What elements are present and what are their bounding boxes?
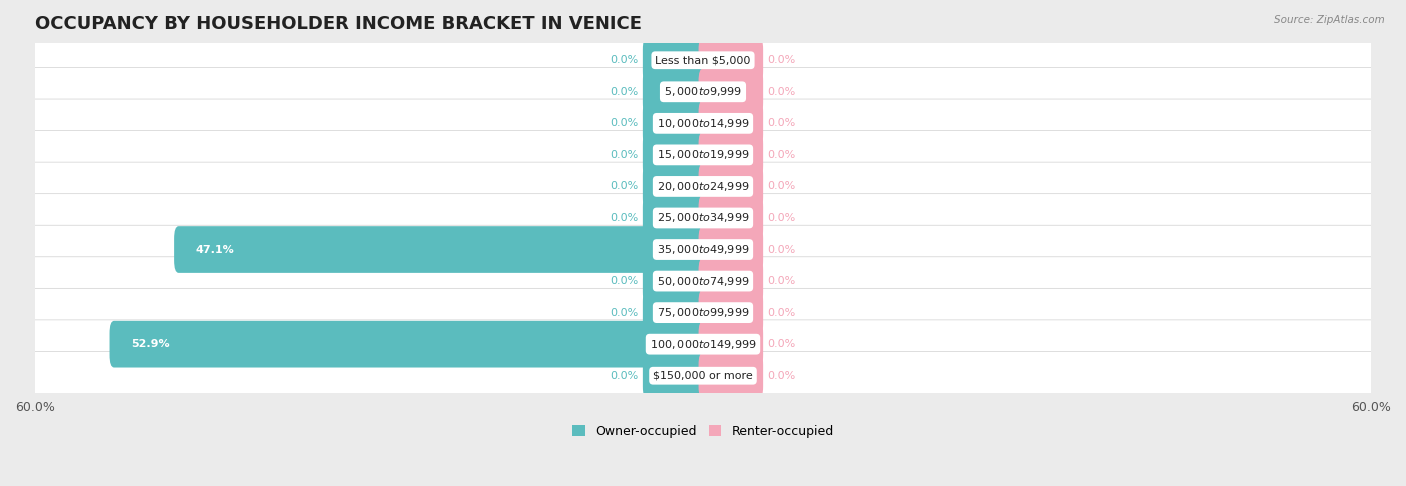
Text: Less than $5,000: Less than $5,000 [655, 55, 751, 65]
Text: 0.0%: 0.0% [610, 118, 638, 128]
FancyBboxPatch shape [643, 163, 707, 210]
Text: 0.0%: 0.0% [610, 308, 638, 318]
Text: 0.0%: 0.0% [768, 308, 796, 318]
FancyBboxPatch shape [174, 226, 707, 273]
Text: 52.9%: 52.9% [131, 339, 169, 349]
FancyBboxPatch shape [31, 351, 1375, 400]
Text: $150,000 or more: $150,000 or more [654, 371, 752, 381]
Text: 0.0%: 0.0% [768, 276, 796, 286]
Text: 0.0%: 0.0% [768, 213, 796, 223]
FancyBboxPatch shape [643, 69, 707, 115]
Text: 0.0%: 0.0% [610, 55, 638, 65]
FancyBboxPatch shape [643, 100, 707, 147]
FancyBboxPatch shape [699, 321, 763, 367]
FancyBboxPatch shape [643, 132, 707, 178]
FancyBboxPatch shape [643, 258, 707, 304]
FancyBboxPatch shape [643, 352, 707, 399]
FancyBboxPatch shape [110, 321, 707, 367]
Text: 47.1%: 47.1% [195, 244, 233, 255]
FancyBboxPatch shape [699, 163, 763, 210]
FancyBboxPatch shape [31, 194, 1375, 243]
FancyBboxPatch shape [31, 225, 1375, 274]
FancyBboxPatch shape [31, 36, 1375, 85]
Text: 0.0%: 0.0% [768, 150, 796, 160]
Text: 0.0%: 0.0% [768, 244, 796, 255]
Text: $75,000 to $99,999: $75,000 to $99,999 [657, 306, 749, 319]
FancyBboxPatch shape [699, 194, 763, 242]
Text: 0.0%: 0.0% [768, 55, 796, 65]
FancyBboxPatch shape [699, 289, 763, 336]
Text: 0.0%: 0.0% [768, 118, 796, 128]
FancyBboxPatch shape [699, 37, 763, 84]
Text: $15,000 to $19,999: $15,000 to $19,999 [657, 148, 749, 161]
FancyBboxPatch shape [31, 288, 1375, 337]
Text: $10,000 to $14,999: $10,000 to $14,999 [657, 117, 749, 130]
Text: $5,000 to $9,999: $5,000 to $9,999 [664, 85, 742, 98]
FancyBboxPatch shape [699, 132, 763, 178]
FancyBboxPatch shape [699, 226, 763, 273]
Text: 0.0%: 0.0% [610, 181, 638, 191]
FancyBboxPatch shape [31, 257, 1375, 305]
FancyBboxPatch shape [643, 194, 707, 242]
FancyBboxPatch shape [699, 100, 763, 147]
Text: 0.0%: 0.0% [610, 150, 638, 160]
FancyBboxPatch shape [31, 320, 1375, 368]
Legend: Owner-occupied, Renter-occupied: Owner-occupied, Renter-occupied [568, 420, 838, 443]
Text: 0.0%: 0.0% [610, 371, 638, 381]
FancyBboxPatch shape [643, 289, 707, 336]
FancyBboxPatch shape [31, 131, 1375, 179]
Text: Source: ZipAtlas.com: Source: ZipAtlas.com [1274, 15, 1385, 25]
Text: $100,000 to $149,999: $100,000 to $149,999 [650, 338, 756, 351]
Text: OCCUPANCY BY HOUSEHOLDER INCOME BRACKET IN VENICE: OCCUPANCY BY HOUSEHOLDER INCOME BRACKET … [35, 15, 643, 33]
Text: $35,000 to $49,999: $35,000 to $49,999 [657, 243, 749, 256]
Text: 0.0%: 0.0% [768, 181, 796, 191]
Text: $20,000 to $24,999: $20,000 to $24,999 [657, 180, 749, 193]
Text: 0.0%: 0.0% [610, 276, 638, 286]
FancyBboxPatch shape [31, 162, 1375, 211]
FancyBboxPatch shape [699, 258, 763, 304]
Text: $25,000 to $34,999: $25,000 to $34,999 [657, 211, 749, 225]
FancyBboxPatch shape [699, 352, 763, 399]
FancyBboxPatch shape [31, 99, 1375, 148]
Text: 0.0%: 0.0% [610, 213, 638, 223]
Text: 0.0%: 0.0% [768, 87, 796, 97]
Text: $50,000 to $74,999: $50,000 to $74,999 [657, 275, 749, 288]
Text: 0.0%: 0.0% [768, 339, 796, 349]
Text: 0.0%: 0.0% [768, 371, 796, 381]
FancyBboxPatch shape [643, 37, 707, 84]
FancyBboxPatch shape [31, 68, 1375, 116]
Text: 0.0%: 0.0% [610, 87, 638, 97]
FancyBboxPatch shape [699, 69, 763, 115]
